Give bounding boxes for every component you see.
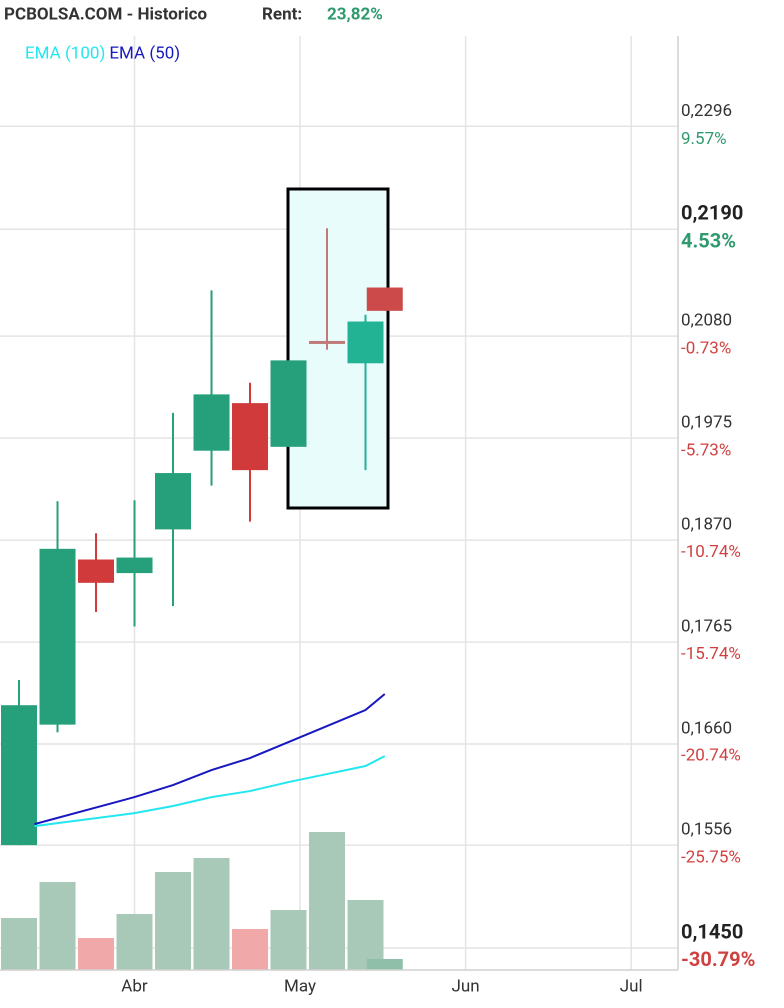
candle-body [232,403,269,471]
y-tick-label: 0,1660 [681,719,732,739]
candle-body [155,473,192,530]
volume-bar [232,929,269,970]
y2-tick-label: -20.74% [681,746,741,766]
y2-tick-label: -0.73% [681,339,731,359]
candle-body [270,360,307,447]
y-tick-label: 0,2296 [681,101,732,121]
volume-bar [309,832,346,970]
legend: EMA (100) EMA (50) [25,43,180,63]
subtitle-label: Rent: [262,4,302,24]
y-tick-label: 0,2080 [681,311,732,331]
chart-title: PCBOLSA.COM - Historico [4,4,207,24]
y2-tick-label: -5.73% [681,440,731,460]
x-tick-label: Jun [452,976,480,996]
volume-bar [270,910,307,970]
volume-bar [155,872,192,970]
y2-tick-label: -15.74% [681,644,741,664]
y-tick-label: 0,1870 [681,515,732,535]
legend-entry: EMA (100) [25,43,105,63]
x-tick-label: Jul [620,976,643,996]
x-tick-label: Abr [121,976,148,996]
y2-tick-label: 4.53% [681,228,736,252]
candle-body [1,705,38,846]
plot [1,228,403,846]
y-tick-label: 0,1450 [681,919,743,943]
subtitle-value: 23,82% [327,4,383,24]
x-tick-label: May [284,976,316,996]
y2-tick-label: -30.79% [681,947,755,971]
volume-bar [347,900,384,970]
candle-body [347,321,384,364]
candle-body [78,559,115,583]
y-tick-label: 0,1975 [681,413,732,433]
y2-tick-label: -10.74% [681,542,741,562]
candle-body [193,394,230,451]
ema-line [34,693,386,826]
candle-body [309,340,346,344]
y-tick-label: 0,2190 [681,201,743,225]
volume-bar [193,858,230,970]
y-tick-label: 0,1556 [681,820,732,840]
candle-body [366,287,403,311]
legend-entry: EMA (50) [109,43,180,63]
volume-bar [1,918,38,970]
volume-bar [39,882,76,970]
ema-line [34,755,386,828]
y2-tick-label: -25.75% [681,848,741,868]
candle-body [116,557,153,574]
volume-bar [78,938,115,970]
volume-bar [366,959,403,970]
volume-bar [116,914,153,970]
candle-body [39,548,76,725]
y-tick-label: 0,1765 [681,617,732,637]
y2-tick-label: 9.57% [681,129,727,149]
volume [1,832,403,970]
